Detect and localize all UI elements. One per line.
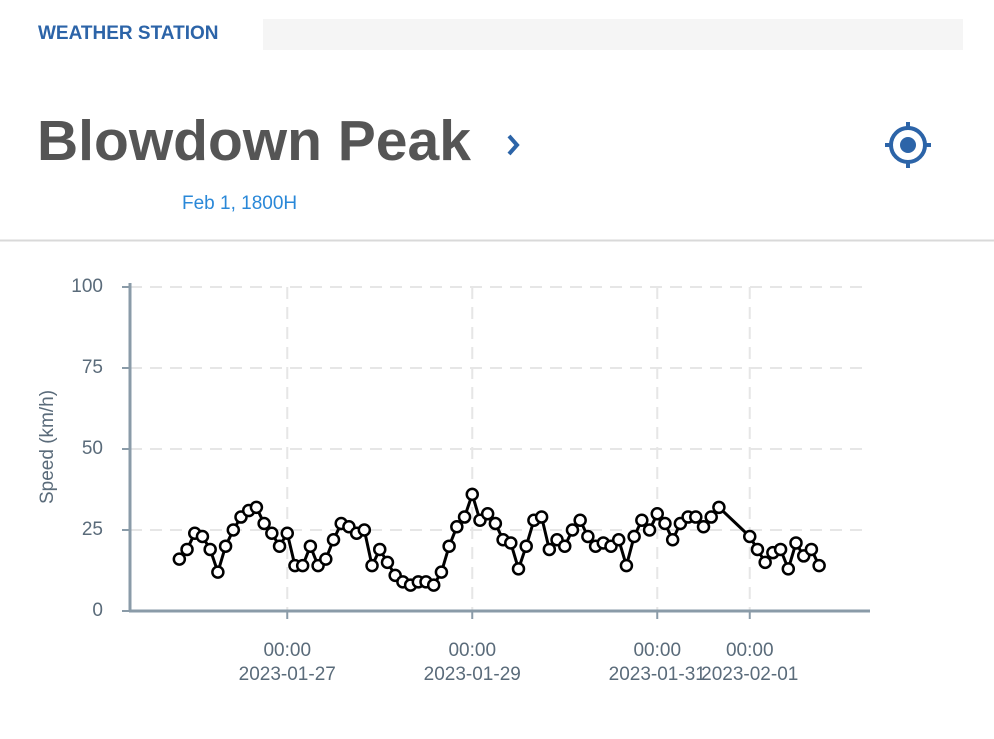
- data-point: [696, 520, 711, 534]
- data-point: [426, 578, 441, 592]
- data-point: [658, 516, 672, 531]
- x-tick-label: 2023-01-29: [424, 664, 521, 685]
- data-point: [195, 529, 210, 544]
- data-point: [326, 532, 341, 547]
- data-point: [226, 523, 241, 537]
- data-point: [450, 520, 464, 534]
- y-tick-label: 0: [92, 600, 103, 621]
- x-tick-label: 00:00: [633, 640, 681, 661]
- data-point: [380, 555, 395, 570]
- station-name[interactable]: Blowdown Peak: [37, 109, 471, 173]
- data-point: [480, 507, 495, 521]
- data-point: [203, 542, 217, 557]
- data-point: [750, 542, 765, 557]
- data-point: [650, 507, 664, 521]
- data-point: [280, 526, 294, 540]
- data-point: [743, 529, 757, 544]
- data-point: [534, 510, 549, 524]
- data-point: [265, 526, 279, 540]
- data-point: [357, 523, 372, 537]
- data-point: [619, 558, 634, 573]
- data-point: [504, 536, 518, 550]
- data-point: [172, 552, 187, 566]
- data-point: [665, 532, 680, 547]
- data-point: [257, 516, 271, 531]
- data-point: [642, 523, 657, 537]
- data-point: [558, 539, 572, 553]
- data-point: [272, 539, 287, 553]
- header-bar: [263, 19, 963, 50]
- data-point: [627, 529, 641, 544]
- x-tick-label: 2023-01-31: [609, 664, 706, 685]
- data-point: [519, 539, 533, 553]
- timestamp: Feb 1, 1800H: [182, 193, 297, 214]
- y-tick-label: 25: [82, 519, 103, 540]
- data-point: [303, 539, 318, 553]
- data-point: [758, 555, 772, 570]
- data-point: [218, 539, 233, 553]
- data-point: [611, 532, 626, 547]
- locate-icon[interactable]: [885, 122, 931, 168]
- y-tick-label: 50: [82, 438, 103, 459]
- data-point: [434, 565, 449, 579]
- data-point: [773, 542, 788, 557]
- icon-dot: [900, 137, 916, 153]
- data-point: [542, 542, 557, 557]
- chevron[interactable]: [507, 134, 520, 156]
- data-point: [689, 510, 703, 524]
- icon-ticks: [885, 122, 931, 168]
- header-label: WEATHER STATION: [38, 23, 218, 44]
- data-point: [511, 562, 526, 576]
- data-point: [781, 562, 796, 576]
- data-point: [565, 523, 580, 537]
- x-tick-label: 2023-02-01: [701, 664, 798, 685]
- data-point: [442, 539, 456, 553]
- data-point: [295, 558, 310, 573]
- y-axis-label: Speed (km/h): [37, 390, 58, 504]
- x-tick-label: 00:00: [263, 640, 311, 661]
- plot: 0 25 50 75 100 00:00 2023-01-27 00:00 2023-01-29…: [71, 276, 870, 685]
- data-point: [465, 487, 479, 502]
- data-point: [488, 516, 503, 531]
- data-point: [373, 542, 387, 557]
- x-tick-label: 2023-01-27: [239, 664, 336, 685]
- data-point: [180, 542, 194, 557]
- data-point: [581, 529, 595, 544]
- x-tick-label: 00:00: [448, 640, 496, 661]
- x-tick-label: 00:00: [726, 640, 774, 661]
- data-point: [573, 513, 587, 528]
- data-point: [712, 500, 726, 515]
- data-point: [635, 513, 649, 528]
- data-point: [365, 558, 379, 573]
- data-point: [457, 510, 472, 524]
- data-point: [812, 558, 826, 573]
- y-tick-label: 75: [82, 357, 103, 378]
- data-point: [249, 500, 264, 515]
- y-tick-label: 100: [71, 276, 103, 297]
- data-point: [789, 536, 803, 550]
- data-point: [804, 542, 819, 557]
- data-point: [319, 552, 333, 566]
- data-point: [704, 510, 718, 524]
- data-point: [211, 565, 225, 579]
